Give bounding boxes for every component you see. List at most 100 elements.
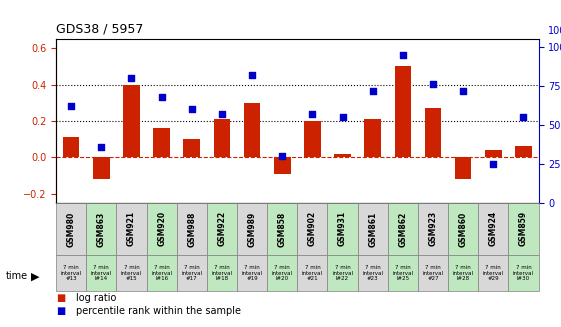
Text: GSM988: GSM988 <box>187 211 196 247</box>
Bar <box>425 108 442 157</box>
FancyBboxPatch shape <box>297 255 328 291</box>
Bar <box>244 103 260 157</box>
Text: 7 min
interval
l#22: 7 min interval l#22 <box>332 265 353 281</box>
Bar <box>93 157 109 179</box>
FancyBboxPatch shape <box>267 255 297 291</box>
Text: 7 min
interval
#29: 7 min interval #29 <box>483 265 504 281</box>
FancyBboxPatch shape <box>146 255 177 291</box>
Text: 7 min
interval
#13: 7 min interval #13 <box>61 265 82 281</box>
Point <box>187 107 196 112</box>
Bar <box>334 154 351 157</box>
FancyBboxPatch shape <box>116 203 146 255</box>
FancyBboxPatch shape <box>478 255 508 291</box>
Point <box>218 112 227 117</box>
Point <box>67 104 76 109</box>
Text: GDS38 / 5957: GDS38 / 5957 <box>56 23 144 36</box>
FancyBboxPatch shape <box>237 255 267 291</box>
Text: 7 min
interval
#15: 7 min interval #15 <box>121 265 142 281</box>
Text: ■: ■ <box>56 293 65 302</box>
FancyBboxPatch shape <box>508 203 539 255</box>
Point <box>127 76 136 81</box>
FancyBboxPatch shape <box>56 203 86 255</box>
Bar <box>214 119 230 157</box>
FancyBboxPatch shape <box>297 203 328 255</box>
Text: 7 min
interval
#17: 7 min interval #17 <box>181 265 203 281</box>
FancyBboxPatch shape <box>207 203 237 255</box>
Text: GSM862: GSM862 <box>398 211 407 247</box>
FancyBboxPatch shape <box>56 255 86 291</box>
Text: 7 min
interval
l#18: 7 min interval l#18 <box>211 265 232 281</box>
Bar <box>274 157 291 174</box>
FancyBboxPatch shape <box>508 255 539 291</box>
Text: 7 min
interval
#19: 7 min interval #19 <box>242 265 263 281</box>
Point <box>519 114 528 120</box>
FancyBboxPatch shape <box>328 255 357 291</box>
Text: ▶: ▶ <box>31 271 39 281</box>
Text: 7 min
interval
l#28: 7 min interval l#28 <box>453 265 473 281</box>
FancyBboxPatch shape <box>357 203 388 255</box>
FancyBboxPatch shape <box>448 255 478 291</box>
FancyBboxPatch shape <box>388 203 418 255</box>
Point <box>278 153 287 159</box>
Text: 7 min
interval
l#16: 7 min interval l#16 <box>151 265 172 281</box>
Text: log ratio: log ratio <box>76 293 116 302</box>
Text: 7 min
interval
l#20: 7 min interval l#20 <box>272 265 293 281</box>
FancyBboxPatch shape <box>478 203 508 255</box>
Point <box>368 88 377 93</box>
Text: percentile rank within the sample: percentile rank within the sample <box>76 306 241 316</box>
FancyBboxPatch shape <box>207 255 237 291</box>
Text: 7 min
interval
l#14: 7 min interval l#14 <box>91 265 112 281</box>
Text: 7 min
interval
#21: 7 min interval #21 <box>302 265 323 281</box>
FancyBboxPatch shape <box>418 203 448 255</box>
FancyBboxPatch shape <box>86 255 116 291</box>
Text: 7 min
interval
l#30: 7 min interval l#30 <box>513 265 534 281</box>
FancyBboxPatch shape <box>357 255 388 291</box>
FancyBboxPatch shape <box>177 203 207 255</box>
Text: GSM989: GSM989 <box>247 211 256 247</box>
FancyBboxPatch shape <box>116 255 146 291</box>
FancyBboxPatch shape <box>418 255 448 291</box>
FancyBboxPatch shape <box>146 203 177 255</box>
Text: GSM863: GSM863 <box>97 211 106 247</box>
Text: GSM858: GSM858 <box>278 211 287 247</box>
Bar <box>183 139 200 157</box>
Text: GSM924: GSM924 <box>489 211 498 247</box>
FancyBboxPatch shape <box>388 255 418 291</box>
Text: GSM931: GSM931 <box>338 211 347 247</box>
FancyBboxPatch shape <box>328 203 357 255</box>
Text: GSM922: GSM922 <box>218 211 227 247</box>
Bar <box>123 85 140 157</box>
FancyBboxPatch shape <box>177 255 207 291</box>
Point <box>247 73 256 78</box>
Text: GSM861: GSM861 <box>368 211 377 247</box>
Bar <box>63 137 80 157</box>
Text: 100%: 100% <box>548 26 561 36</box>
Point <box>308 112 317 117</box>
Text: ■: ■ <box>56 306 65 316</box>
Bar <box>304 121 321 157</box>
Bar <box>153 128 170 157</box>
Bar <box>365 119 381 157</box>
FancyBboxPatch shape <box>237 203 267 255</box>
Point <box>459 88 468 93</box>
Text: GSM980: GSM980 <box>67 211 76 247</box>
Text: GSM920: GSM920 <box>157 211 166 247</box>
FancyBboxPatch shape <box>86 203 116 255</box>
Bar <box>455 157 471 179</box>
Text: 7 min
interval
#23: 7 min interval #23 <box>362 265 383 281</box>
Point <box>398 52 407 58</box>
Text: time: time <box>6 271 27 281</box>
Point <box>157 94 166 99</box>
Text: 7 min
interval
l#25: 7 min interval l#25 <box>392 265 413 281</box>
Text: 7 min
interval
#27: 7 min interval #27 <box>422 265 444 281</box>
Bar <box>485 150 502 157</box>
Text: GSM921: GSM921 <box>127 211 136 247</box>
FancyBboxPatch shape <box>448 203 478 255</box>
Bar <box>394 66 411 157</box>
Point <box>489 161 498 166</box>
Bar <box>515 146 532 157</box>
Point <box>97 144 106 149</box>
Point <box>429 82 438 87</box>
Text: GSM860: GSM860 <box>459 211 468 247</box>
Point <box>338 114 347 120</box>
